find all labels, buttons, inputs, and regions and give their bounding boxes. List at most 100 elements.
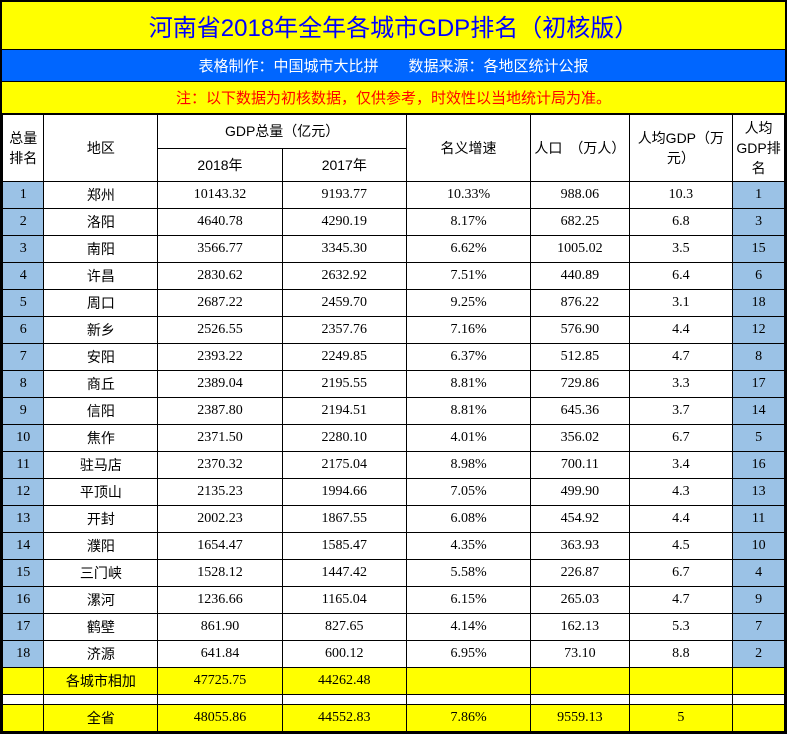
cell-pergdp: 6.4 xyxy=(629,263,733,290)
cell-gdp2017: 44552.83 xyxy=(282,705,406,732)
cell-pop: 700.11 xyxy=(531,452,629,479)
cell-growth: 6.08% xyxy=(406,506,530,533)
cell-blank xyxy=(733,705,785,732)
cell-pop: 988.06 xyxy=(531,182,629,209)
cell-perrank: 4 xyxy=(733,560,785,587)
gdp-table: 总量排名 地区 GDP总量（亿元） 名义增速 人口 （万人） 人均GDP（万元）… xyxy=(2,114,785,732)
cell-pergdp: 5 xyxy=(629,705,733,732)
header-gdp-2017: 2017年 xyxy=(282,148,406,182)
cell-pop: 73.10 xyxy=(531,641,629,668)
cell-gdp2017: 2632.92 xyxy=(282,263,406,290)
cell-rank: 4 xyxy=(3,263,44,290)
cell-rank: 1 xyxy=(3,182,44,209)
table-row: 1郑州10143.329193.7710.33%988.0610.31 xyxy=(3,182,785,209)
cell-pop: 729.86 xyxy=(531,371,629,398)
cell-region: 洛阳 xyxy=(44,209,158,236)
cell-growth: 7.51% xyxy=(406,263,530,290)
header-gdp-2018: 2018年 xyxy=(158,148,282,182)
cell-pergdp: 10.3 xyxy=(629,182,733,209)
cell-region: 济源 xyxy=(44,641,158,668)
cell-gdp2018: 47725.75 xyxy=(158,668,282,695)
cell-gdp2018: 641.84 xyxy=(158,641,282,668)
cell-pergdp: 3.1 xyxy=(629,290,733,317)
cell-pergdp: 3.3 xyxy=(629,371,733,398)
table-row: 10焦作2371.502280.104.01%356.026.75 xyxy=(3,425,785,452)
cell-gdp2018: 2370.32 xyxy=(158,452,282,479)
cell-region: 商丘 xyxy=(44,371,158,398)
cell-pergdp: 8.8 xyxy=(629,641,733,668)
cell-gdp2017: 4290.19 xyxy=(282,209,406,236)
cell-perrank: 12 xyxy=(733,317,785,344)
table-row: 17鹤壁861.90827.654.14%162.135.37 xyxy=(3,614,785,641)
cell-perrank: 9 xyxy=(733,587,785,614)
cell-pergdp: 5.3 xyxy=(629,614,733,641)
cell-gdp2017: 1447.42 xyxy=(282,560,406,587)
cell-region: 焦作 xyxy=(44,425,158,452)
cell-rank: 8 xyxy=(3,371,44,398)
table-row: 16漯河1236.661165.046.15%265.034.79 xyxy=(3,587,785,614)
cell-region: 漯河 xyxy=(44,587,158,614)
table-row: 12平顶山2135.231994.667.05%499.904.313 xyxy=(3,479,785,506)
cell-pop: 454.92 xyxy=(531,506,629,533)
cell-gdp2017: 2194.51 xyxy=(282,398,406,425)
cell-pop: 440.89 xyxy=(531,263,629,290)
page-subtitle: 表格制作：中国城市大比拼 数据来源：各地区统计公报 xyxy=(2,50,785,82)
table-row: 6新乡2526.552357.767.16%576.904.412 xyxy=(3,317,785,344)
cell-gdp2017: 1867.55 xyxy=(282,506,406,533)
cell-growth: 6.95% xyxy=(406,641,530,668)
cell-rank: 17 xyxy=(3,614,44,641)
cell-growth: 4.01% xyxy=(406,425,530,452)
cell-gdp2018: 2389.04 xyxy=(158,371,282,398)
cell-perrank: 17 xyxy=(733,371,785,398)
table-row: 4许昌2830.622632.927.51%440.896.46 xyxy=(3,263,785,290)
cell-region: 信阳 xyxy=(44,398,158,425)
cell-growth: 8.17% xyxy=(406,209,530,236)
cell-gdp2017: 2195.55 xyxy=(282,371,406,398)
cell-perrank: 10 xyxy=(733,533,785,560)
cell-blank xyxy=(531,668,629,695)
cell-rank: 3 xyxy=(3,236,44,263)
cell-pop: 682.25 xyxy=(531,209,629,236)
header-perrank: 人均GDP排名 xyxy=(733,115,785,182)
table-row: 2洛阳4640.784290.198.17%682.256.83 xyxy=(3,209,785,236)
header-population: 人口 （万人） xyxy=(531,115,629,182)
cell-growth: 9.25% xyxy=(406,290,530,317)
cell-gdp2017: 600.12 xyxy=(282,641,406,668)
cell-growth: 8.81% xyxy=(406,398,530,425)
cell-rank: 14 xyxy=(3,533,44,560)
cell-gdp2017: 2459.70 xyxy=(282,290,406,317)
cell-blank xyxy=(629,668,733,695)
page-note: 注：以下数据为初核数据，仅供参考，时效性以当地统计局为准。 xyxy=(2,82,785,114)
cell-rank: 11 xyxy=(3,452,44,479)
cell-region: 许昌 xyxy=(44,263,158,290)
cell-region: 濮阳 xyxy=(44,533,158,560)
header-region: 地区 xyxy=(44,115,158,182)
cell-region: 周口 xyxy=(44,290,158,317)
cell-growth: 6.37% xyxy=(406,344,530,371)
cell-region: 驻马店 xyxy=(44,452,158,479)
cell-pop: 512.85 xyxy=(531,344,629,371)
cell-gdp2018: 48055.86 xyxy=(158,705,282,732)
cell-gdp2018: 4640.78 xyxy=(158,209,282,236)
table-row: 3南阳3566.773345.306.62%1005.023.515 xyxy=(3,236,785,263)
cell-rank: 16 xyxy=(3,587,44,614)
cell-region: 三门峡 xyxy=(44,560,158,587)
cell-rank: 9 xyxy=(3,398,44,425)
cell-perrank: 1 xyxy=(733,182,785,209)
cell-pergdp: 4.3 xyxy=(629,479,733,506)
cell-gdp2018: 2393.22 xyxy=(158,344,282,371)
cell-gdp2017: 44262.48 xyxy=(282,668,406,695)
cell-growth: 7.16% xyxy=(406,317,530,344)
cell-growth: 6.15% xyxy=(406,587,530,614)
table-body: 1郑州10143.329193.7710.33%988.0610.312洛阳46… xyxy=(3,182,785,732)
cell-perrank: 6 xyxy=(733,263,785,290)
cell-growth: 8.98% xyxy=(406,452,530,479)
cell-region: 平顶山 xyxy=(44,479,158,506)
cell-gdp2018: 3566.77 xyxy=(158,236,282,263)
spacer-row xyxy=(3,695,785,705)
cell-gdp2018: 861.90 xyxy=(158,614,282,641)
cell-region: 鹤壁 xyxy=(44,614,158,641)
cell-gdp2018: 2526.55 xyxy=(158,317,282,344)
cell-rank: 18 xyxy=(3,641,44,668)
cell-blank xyxy=(3,668,44,695)
